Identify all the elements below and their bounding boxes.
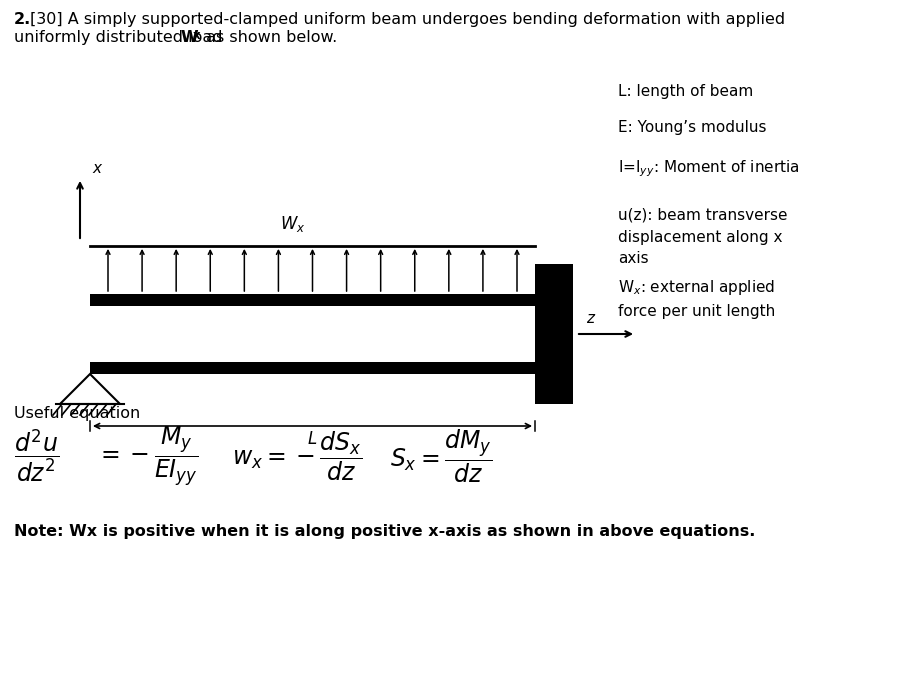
Text: W: W <box>181 30 198 45</box>
Bar <box>90 294 535 306</box>
Text: x: x <box>193 29 200 42</box>
Text: [30] A simply supported-clamped uniform beam undergoes bending deformation with : [30] A simply supported-clamped uniform … <box>30 12 785 27</box>
Text: as shown below.: as shown below. <box>201 30 338 45</box>
Text: z: z <box>586 311 594 326</box>
Text: L: length of beam: L: length of beam <box>618 84 753 99</box>
Text: x: x <box>92 161 101 176</box>
Text: uniformly distributed load: uniformly distributed load <box>14 30 228 45</box>
Text: W$_x$: external applied
force per unit length: W$_x$: external applied force per unit l… <box>618 278 775 319</box>
Text: L: L <box>308 430 317 448</box>
Text: $\dfrac{d^2u}{dz^2}$: $\dfrac{d^2u}{dz^2}$ <box>14 428 59 484</box>
Text: 2.: 2. <box>14 12 31 27</box>
Bar <box>90 362 535 374</box>
Text: u(z): beam transverse
displacement along x
axis: u(z): beam transverse displacement along… <box>618 208 787 266</box>
Text: $W_x$: $W_x$ <box>279 214 305 234</box>
Text: $= -\dfrac{M_y}{EI_{yy}}$: $= -\dfrac{M_y}{EI_{yy}}$ <box>96 424 198 488</box>
Text: $S_x = \dfrac{dM_y}{dz}$: $S_x = \dfrac{dM_y}{dz}$ <box>390 428 492 484</box>
Text: Useful equation: Useful equation <box>14 406 140 421</box>
Text: $w_x = -\dfrac{dS_x}{dz}$: $w_x = -\dfrac{dS_x}{dz}$ <box>232 430 362 483</box>
Polygon shape <box>60 374 120 404</box>
Text: E: Young’s modulus: E: Young’s modulus <box>618 120 766 135</box>
Bar <box>535 264 573 404</box>
Text: I=I$_{yy}$: Moment of inertia: I=I$_{yy}$: Moment of inertia <box>618 158 800 179</box>
Text: Note: Wx is positive when it is along positive x-axis as shown in above equation: Note: Wx is positive when it is along po… <box>14 524 755 539</box>
